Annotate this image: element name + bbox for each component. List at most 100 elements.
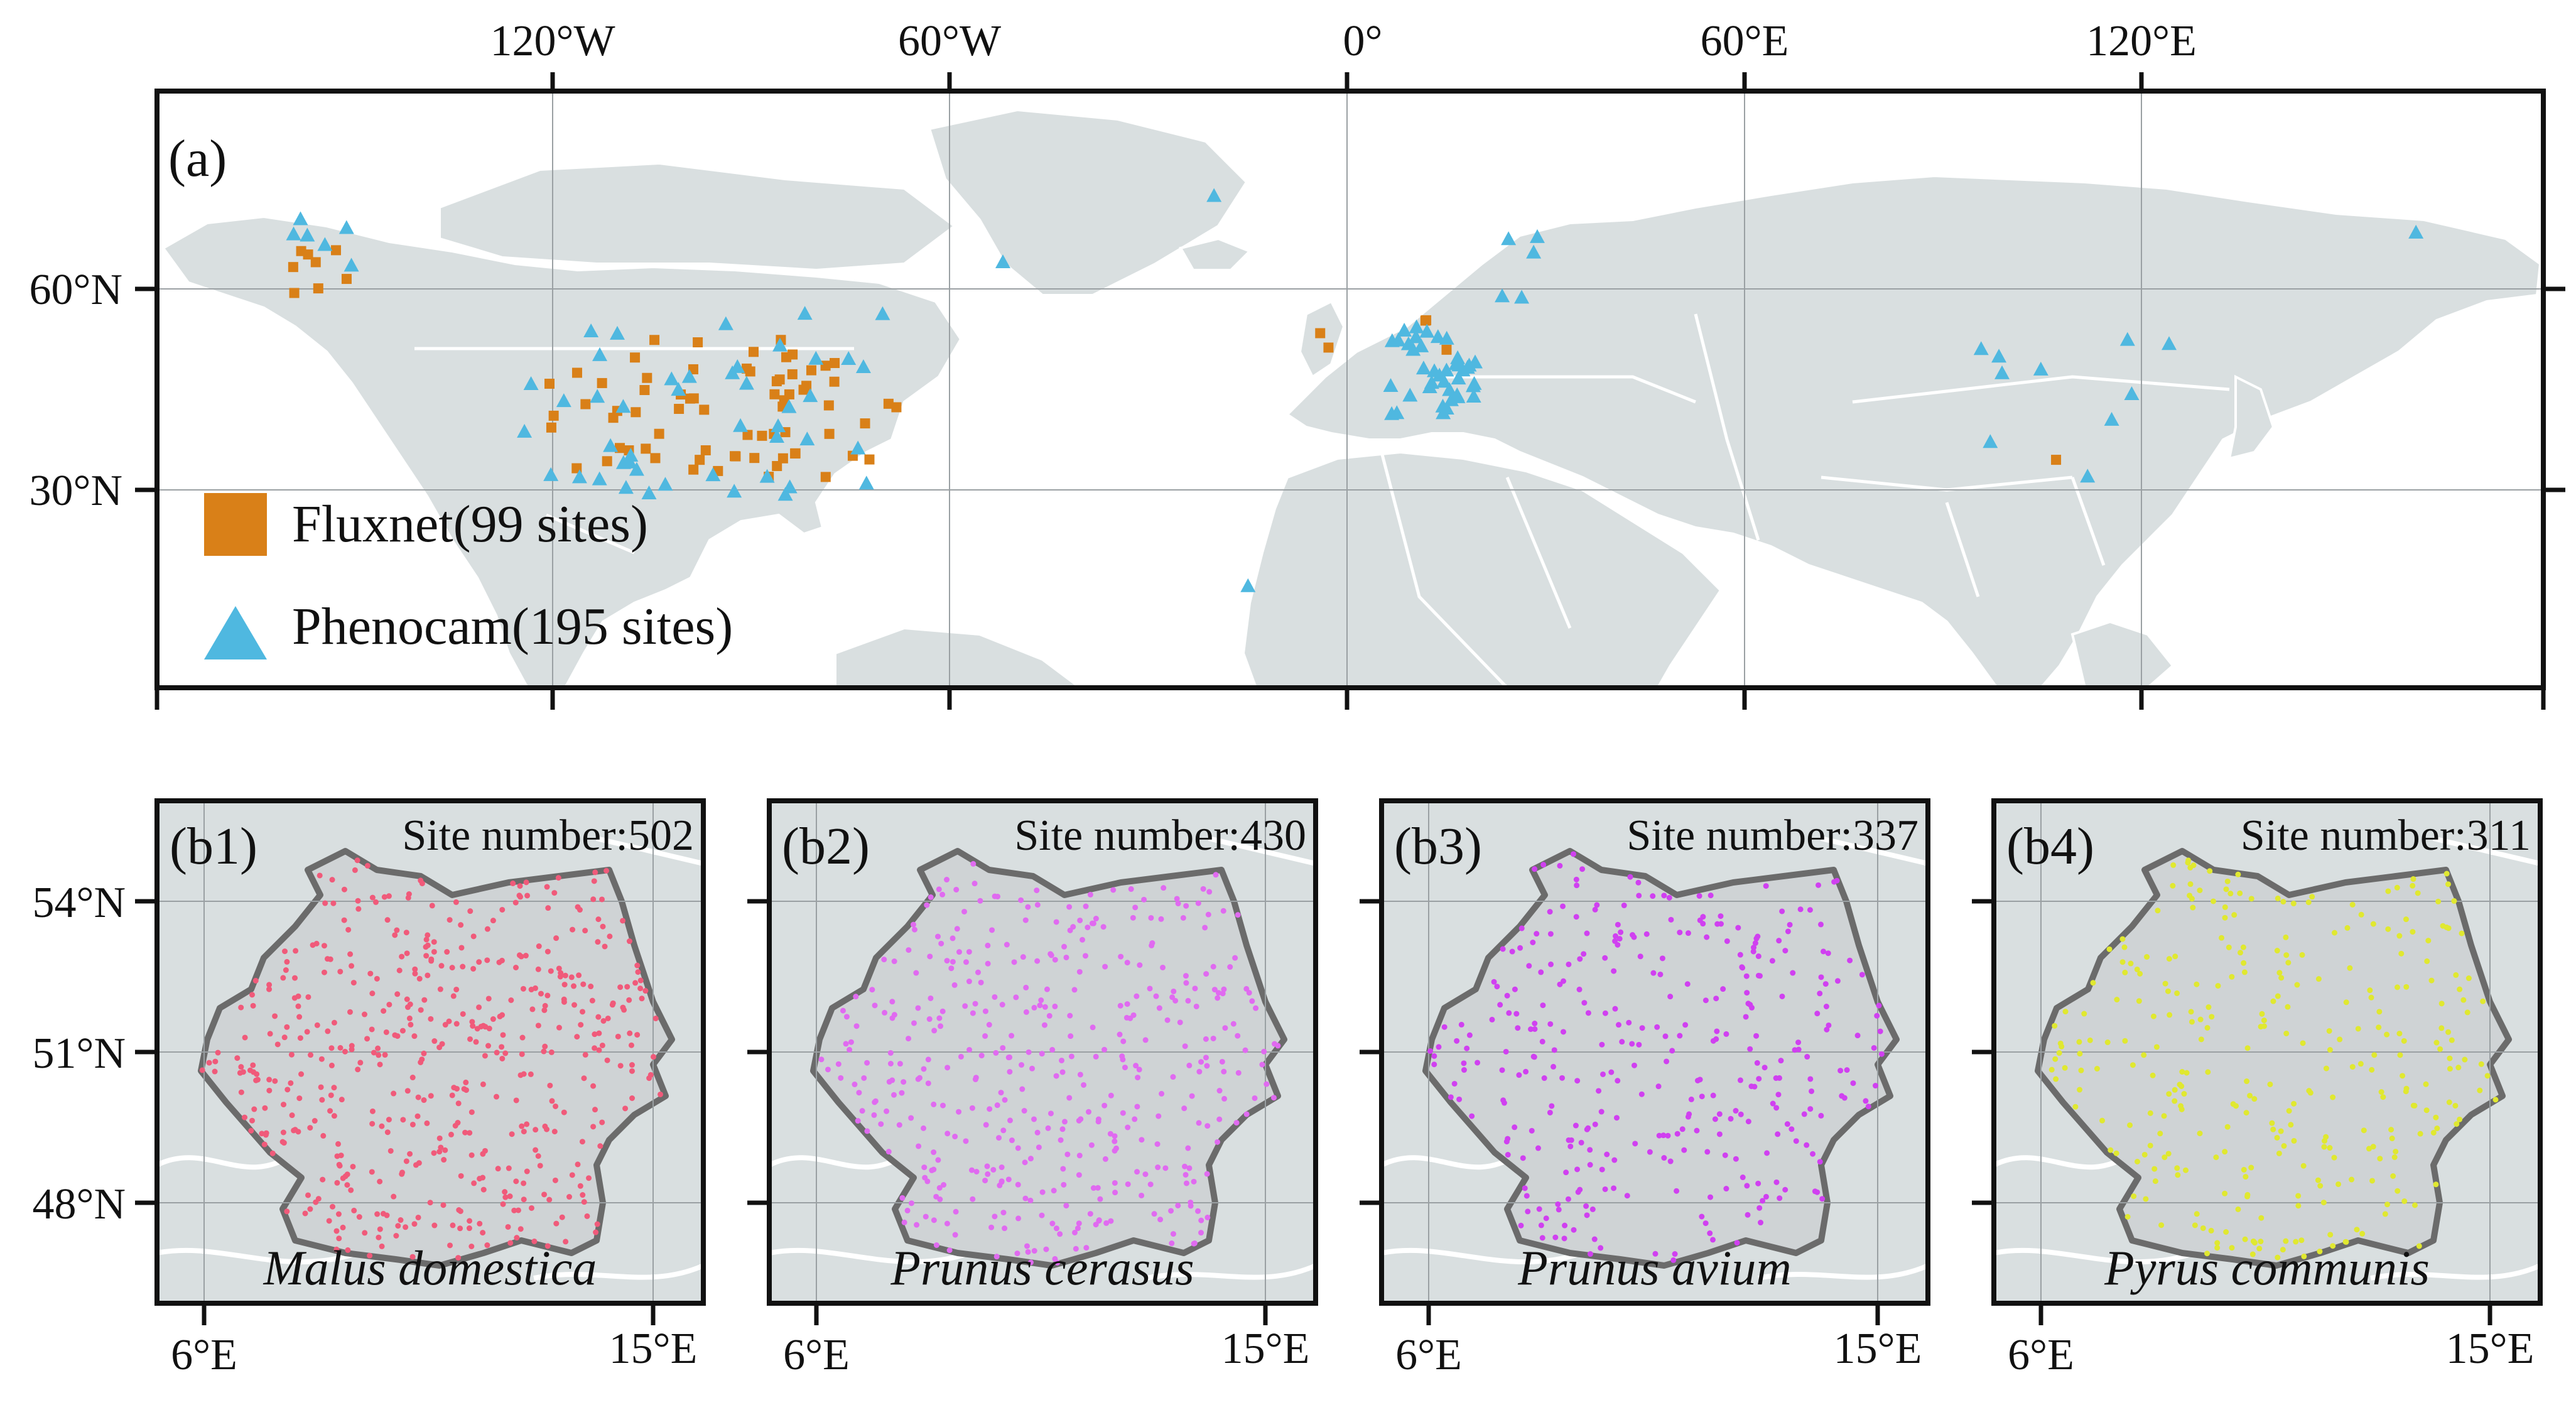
site-dot bbox=[266, 1087, 273, 1093]
site-dot bbox=[1738, 1111, 1744, 1117]
site-dot bbox=[990, 1166, 997, 1173]
site-dot bbox=[1512, 1124, 1518, 1131]
site-dot bbox=[288, 1080, 294, 1086]
site-dot bbox=[421, 1050, 427, 1056]
site-dot bbox=[911, 926, 917, 933]
site-dot bbox=[325, 1028, 331, 1034]
site-dot bbox=[1733, 1156, 1739, 1162]
site-dot bbox=[970, 860, 977, 867]
site-dot bbox=[1878, 1051, 1885, 1057]
site-dot bbox=[581, 1075, 587, 1082]
site-dot bbox=[1081, 1082, 1087, 1088]
site-dot bbox=[338, 1097, 345, 1103]
site-dot bbox=[2480, 998, 2486, 1004]
phenocam-site-marker bbox=[2408, 224, 2424, 239]
site-dot bbox=[1188, 1203, 1194, 1209]
africa-landmass bbox=[1242, 450, 1723, 688]
site-dot bbox=[985, 1171, 991, 1177]
site-dot bbox=[1031, 1116, 1037, 1122]
site-dot bbox=[562, 972, 568, 979]
lon-tick-6e: 6°E bbox=[783, 1331, 850, 1379]
site-dot bbox=[466, 1225, 472, 1232]
site-dot bbox=[1500, 1097, 1507, 1104]
site-dot bbox=[320, 1176, 326, 1183]
site-dot bbox=[1011, 959, 1017, 965]
site-dot bbox=[1737, 1077, 1743, 1083]
site-dot bbox=[2330, 1094, 2336, 1100]
site-dot bbox=[502, 1194, 509, 1200]
site-dot bbox=[2258, 1239, 2264, 1245]
site-dot bbox=[1135, 1075, 1141, 1081]
site-dot bbox=[595, 916, 602, 923]
site-dot bbox=[1576, 986, 1583, 992]
phenocam-site-marker bbox=[1409, 319, 1424, 334]
site-dot bbox=[580, 1192, 586, 1198]
site-dot bbox=[592, 869, 598, 876]
site-dot bbox=[1057, 1231, 1063, 1237]
site-dot bbox=[2370, 921, 2376, 927]
site-dot bbox=[2181, 1091, 2187, 1097]
site-dot bbox=[1718, 913, 1724, 919]
site-dot bbox=[394, 927, 400, 933]
site-dot bbox=[1469, 1113, 1475, 1119]
site-dot bbox=[1778, 1058, 1784, 1064]
site-dot bbox=[2134, 1159, 2140, 1165]
site-dot bbox=[404, 1004, 411, 1011]
site-dot bbox=[350, 1163, 356, 1169]
site-dot bbox=[506, 1165, 512, 1171]
site-dot bbox=[458, 945, 465, 951]
site-dot bbox=[916, 1143, 922, 1149]
site-dot bbox=[2170, 882, 2176, 889]
site-dot bbox=[1636, 1041, 1642, 1048]
site-dot bbox=[1049, 1220, 1056, 1227]
site-dot bbox=[1122, 1065, 1128, 1071]
lon-tick-60e: 60°E bbox=[1701, 17, 1789, 65]
site-dot bbox=[431, 939, 437, 945]
phenocam-site-marker bbox=[1529, 229, 1545, 243]
phenocam-site-marker bbox=[1991, 349, 2007, 363]
site-dot bbox=[1213, 872, 1219, 878]
site-dot bbox=[461, 1086, 467, 1092]
site-dot bbox=[413, 1162, 419, 1168]
site-dot bbox=[2300, 1040, 2306, 1046]
site-dot bbox=[502, 1189, 508, 1195]
site-dot bbox=[2127, 1122, 2133, 1128]
site-dot bbox=[632, 980, 639, 986]
site-dot bbox=[944, 1065, 951, 1071]
site-dot bbox=[1574, 1078, 1581, 1084]
site-dot bbox=[2380, 1094, 2386, 1100]
site-dot bbox=[1854, 1033, 1861, 1039]
site-dot bbox=[944, 877, 950, 883]
site-dot bbox=[364, 862, 371, 869]
site-dot bbox=[843, 1041, 849, 1047]
site-dot bbox=[1185, 1145, 1191, 1151]
site-dot bbox=[590, 1083, 597, 1089]
site-dot bbox=[953, 1208, 959, 1215]
japan-landmass bbox=[2227, 374, 2275, 460]
site-dot bbox=[425, 932, 431, 938]
phenocam-site-marker bbox=[797, 306, 813, 320]
site-dot bbox=[1566, 1137, 1572, 1143]
site-dot bbox=[1059, 1069, 1066, 1075]
site-dot bbox=[411, 1033, 418, 1039]
site-dot bbox=[2327, 1145, 2333, 1151]
site-dot bbox=[2294, 982, 2300, 988]
site-dot bbox=[2165, 988, 2171, 994]
site-dot bbox=[1745, 1119, 1751, 1125]
site-dot bbox=[409, 1121, 416, 1127]
site-dot bbox=[1748, 1083, 1755, 1090]
site-dot bbox=[1102, 963, 1108, 970]
lon-tick-15e: 15°E bbox=[1221, 1325, 1310, 1373]
site-dot bbox=[1052, 1256, 1058, 1262]
site-dot bbox=[1512, 986, 1518, 992]
site-dot bbox=[2394, 984, 2400, 990]
site-dot bbox=[1615, 921, 1621, 928]
phenocam-site-marker bbox=[1414, 338, 1429, 352]
site-dot bbox=[2361, 1127, 2367, 1134]
site-dot bbox=[495, 1166, 501, 1172]
site-dot bbox=[2394, 884, 2400, 891]
site-dot bbox=[1182, 1043, 1188, 1050]
fluxnet-site-marker bbox=[602, 456, 612, 467]
fluxnet-site-marker bbox=[700, 445, 711, 455]
phenocam-site-marker bbox=[1466, 376, 1482, 390]
